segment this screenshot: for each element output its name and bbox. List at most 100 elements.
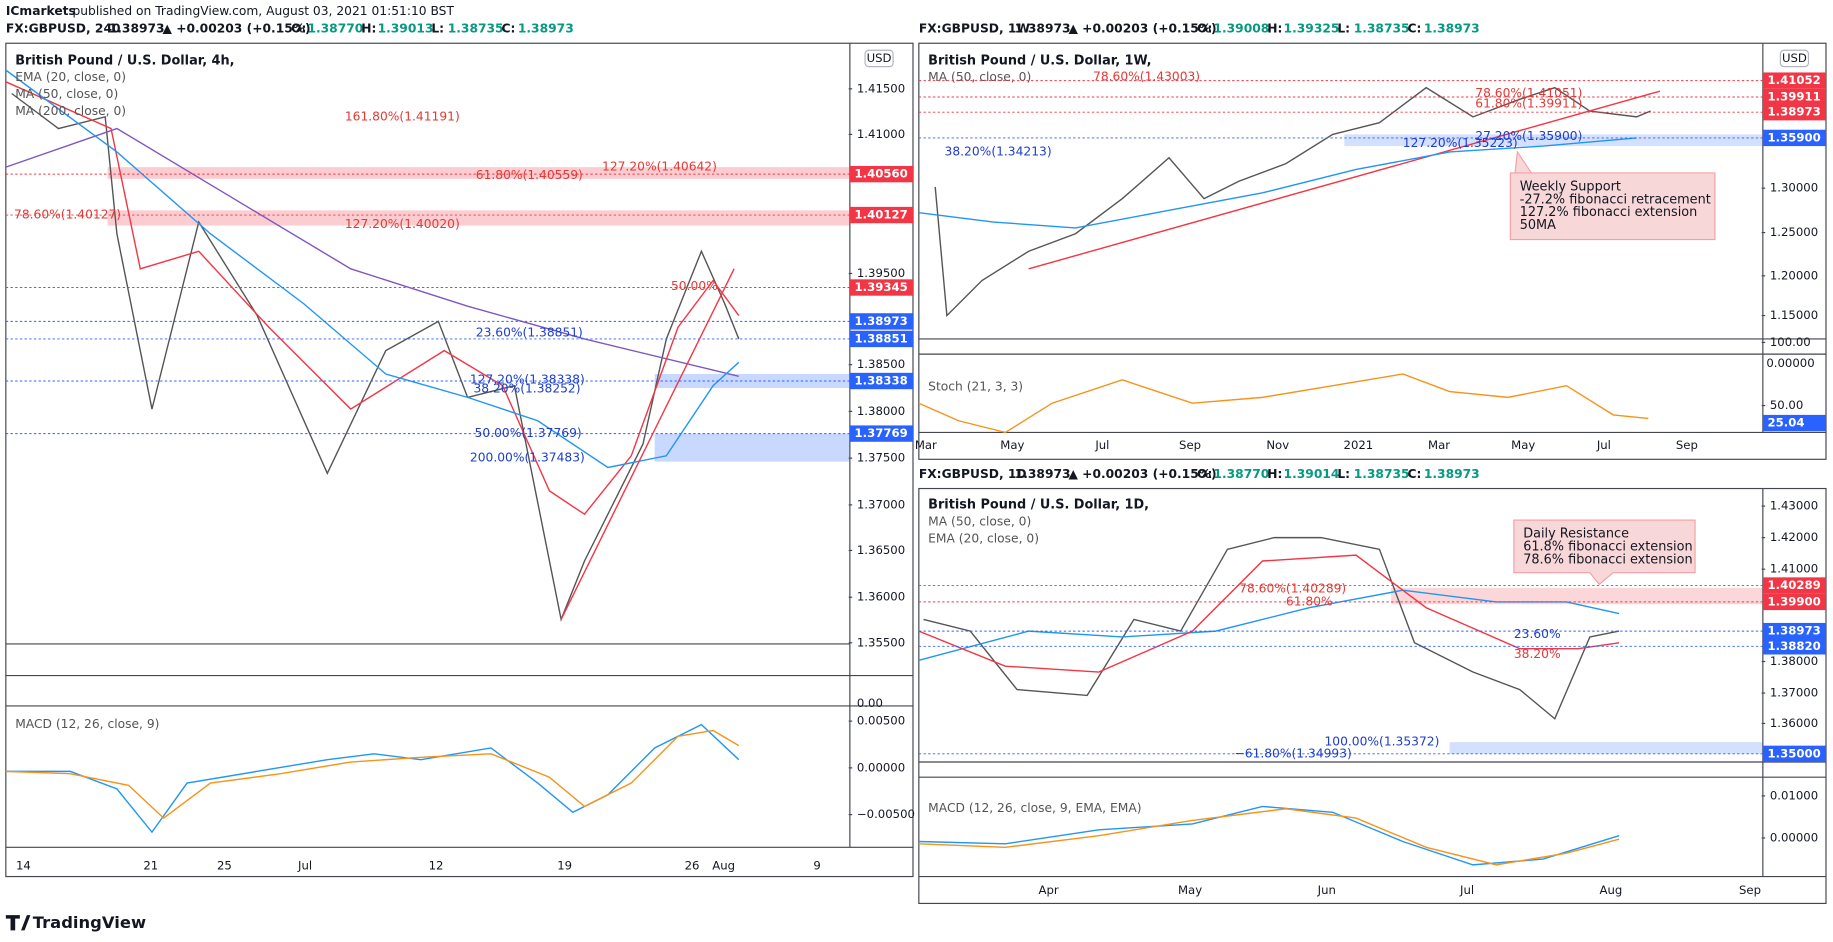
price-tick-label: −0.00500 xyxy=(857,807,915,821)
fib-level: 127.20%(1.40642) xyxy=(602,160,717,174)
callout-text: 78.6% fibonacci extension xyxy=(1523,552,1692,567)
date-label: Aug xyxy=(1599,883,1622,897)
ohlc-value: 1.38770 xyxy=(1213,467,1269,481)
price-tick-label: 0.00000 xyxy=(857,760,905,774)
price-tick-label: 1.36500 xyxy=(857,543,905,557)
fib-level: 161.80%(1.41191) xyxy=(345,109,460,123)
logo-icon xyxy=(5,915,31,931)
price-box xyxy=(849,165,913,183)
price-tick-label: 1.37500 xyxy=(857,451,905,465)
price-box xyxy=(1762,104,1826,121)
price-box-label: 1.39345 xyxy=(855,280,908,294)
chart-title: British Pound / U.S. Dollar, 4h, xyxy=(15,53,234,68)
callout-text: 50MA xyxy=(1520,218,1556,233)
ohlc-key: C: xyxy=(502,22,516,36)
price-tick-label: 1.36000 xyxy=(857,590,905,604)
ohlc-key: O: xyxy=(1197,22,1212,36)
date-label: Sep xyxy=(1739,883,1761,897)
ohlc-value: 1.38770 xyxy=(307,22,363,36)
ohlc-key: L: xyxy=(1337,467,1350,481)
date-label: 2021 xyxy=(1344,438,1374,452)
price-tick-label: 1.37000 xyxy=(857,497,905,511)
callout-text: Weekly Support xyxy=(1520,179,1621,194)
fib-level: 127.20%(1.38338) xyxy=(470,372,585,386)
ohlc-key: C: xyxy=(1407,467,1421,481)
price-box xyxy=(849,206,913,224)
ohlc-key: O: xyxy=(1197,467,1212,481)
price-box-label: 1.37769 xyxy=(855,426,908,440)
price-tick-label: 1.39500 xyxy=(857,266,905,280)
date-label: May xyxy=(1000,438,1024,452)
brand: ICmarkets xyxy=(6,4,76,18)
ohlc-value: 1.38735 xyxy=(448,22,504,36)
frames xyxy=(5,42,1827,905)
price-box-label: 1.38820 xyxy=(1768,639,1821,653)
date-label: Nov xyxy=(1266,438,1289,452)
date-label: Sep xyxy=(1676,438,1698,452)
ohlc-key: H: xyxy=(1267,467,1282,481)
price-box-label: 1.35900 xyxy=(1768,130,1821,144)
price-box xyxy=(849,279,913,296)
date-label: 25 xyxy=(217,859,232,873)
symbol: FX:GBPUSD, 1W xyxy=(919,22,1031,36)
price-tick-label: 0.00500 xyxy=(857,714,905,728)
price-box xyxy=(1762,622,1826,640)
ohlc-value: 1.39008 xyxy=(1213,22,1269,36)
price-tick-label: 1.15000 xyxy=(1770,308,1818,322)
date-label: May xyxy=(1511,438,1535,452)
chart-title: British Pound / U.S. Dollar, 1W, xyxy=(928,53,1151,68)
price-tick-label: 1.30000 xyxy=(1770,181,1818,195)
indicator-label: MA (50, close, 0) xyxy=(15,87,118,101)
date-label: 12 xyxy=(429,859,444,873)
change: ▲ +0.00203 (+0.15%) xyxy=(162,22,310,36)
indicator-label: MA (50, close, 0) xyxy=(928,70,1031,84)
ohlc-value: 1.38973 xyxy=(1424,22,1480,36)
callout-text: Daily Resistance xyxy=(1523,527,1629,542)
price-tick-label: 50.00 xyxy=(1770,398,1803,412)
price-tick-label: 1.38000 xyxy=(1770,654,1818,668)
ohlc-value: 1.39013 xyxy=(378,22,434,36)
price-tick-label: 1.41500 xyxy=(857,81,905,95)
indicator-label: EMA (20, close, 0) xyxy=(15,70,126,84)
ohlc-value: 1.39325 xyxy=(1284,22,1340,36)
chart-title: British Pound / U.S. Dollar, 1D, xyxy=(928,497,1149,512)
price-tick-label: 100.00 xyxy=(1770,335,1811,349)
last-price: 1.38973 xyxy=(109,22,165,36)
date-label: Aug xyxy=(712,859,735,873)
ohlc-value: 1.39014 xyxy=(1284,467,1340,481)
ohlc-value: 1.38735 xyxy=(1354,467,1410,481)
price-tick-label: 1.42000 xyxy=(1770,530,1818,544)
date-label: Sep xyxy=(1179,438,1201,452)
callout-box xyxy=(1513,519,1696,586)
price-tick-label: 1.25000 xyxy=(1770,225,1818,239)
currency: USD xyxy=(867,51,892,65)
price-box-label: 1.41052 xyxy=(1768,73,1821,87)
currency: USD xyxy=(1782,51,1807,65)
ohlc-key: H: xyxy=(361,22,376,36)
ohlc-key: C: xyxy=(1407,22,1421,36)
fib-level: 78.60%(1.43003) xyxy=(1093,70,1200,84)
fib-level: 78.60%(1.41051) xyxy=(1475,86,1582,100)
ohlc-key: L: xyxy=(1337,22,1350,36)
date-label: Jul xyxy=(297,859,312,873)
indicator-label: EMA (20, close, 0) xyxy=(928,531,1039,545)
fib-level: −61.80%(1.34993) xyxy=(1234,746,1351,760)
price-box-label: 1.38973 xyxy=(855,314,908,328)
price-box xyxy=(849,425,913,442)
date-label: Jul xyxy=(1094,438,1109,452)
oscillator-label: MACD (12, 26, close, 9) xyxy=(15,717,159,731)
date-label: Apr xyxy=(1038,883,1058,897)
callout-text: 127.2% fibonacci extension xyxy=(1520,205,1698,220)
pane-tick-label: 0.00 xyxy=(857,696,883,710)
price-box-label: 1.40560 xyxy=(855,167,908,181)
fib-level: 127.20%(1.40020) xyxy=(345,217,460,231)
price-box-label: 1.40127 xyxy=(855,208,908,222)
last-price: 1.38973 xyxy=(1015,22,1071,36)
fib-level: 61.80% xyxy=(1286,594,1333,608)
price-tick-label: 1.38000 xyxy=(857,404,905,418)
price-box-label: 1.35000 xyxy=(1768,746,1821,760)
symbol: FX:GBPUSD, 1D xyxy=(919,467,1027,481)
price-box xyxy=(849,330,913,348)
last-price: 1.38973 xyxy=(1015,467,1071,481)
